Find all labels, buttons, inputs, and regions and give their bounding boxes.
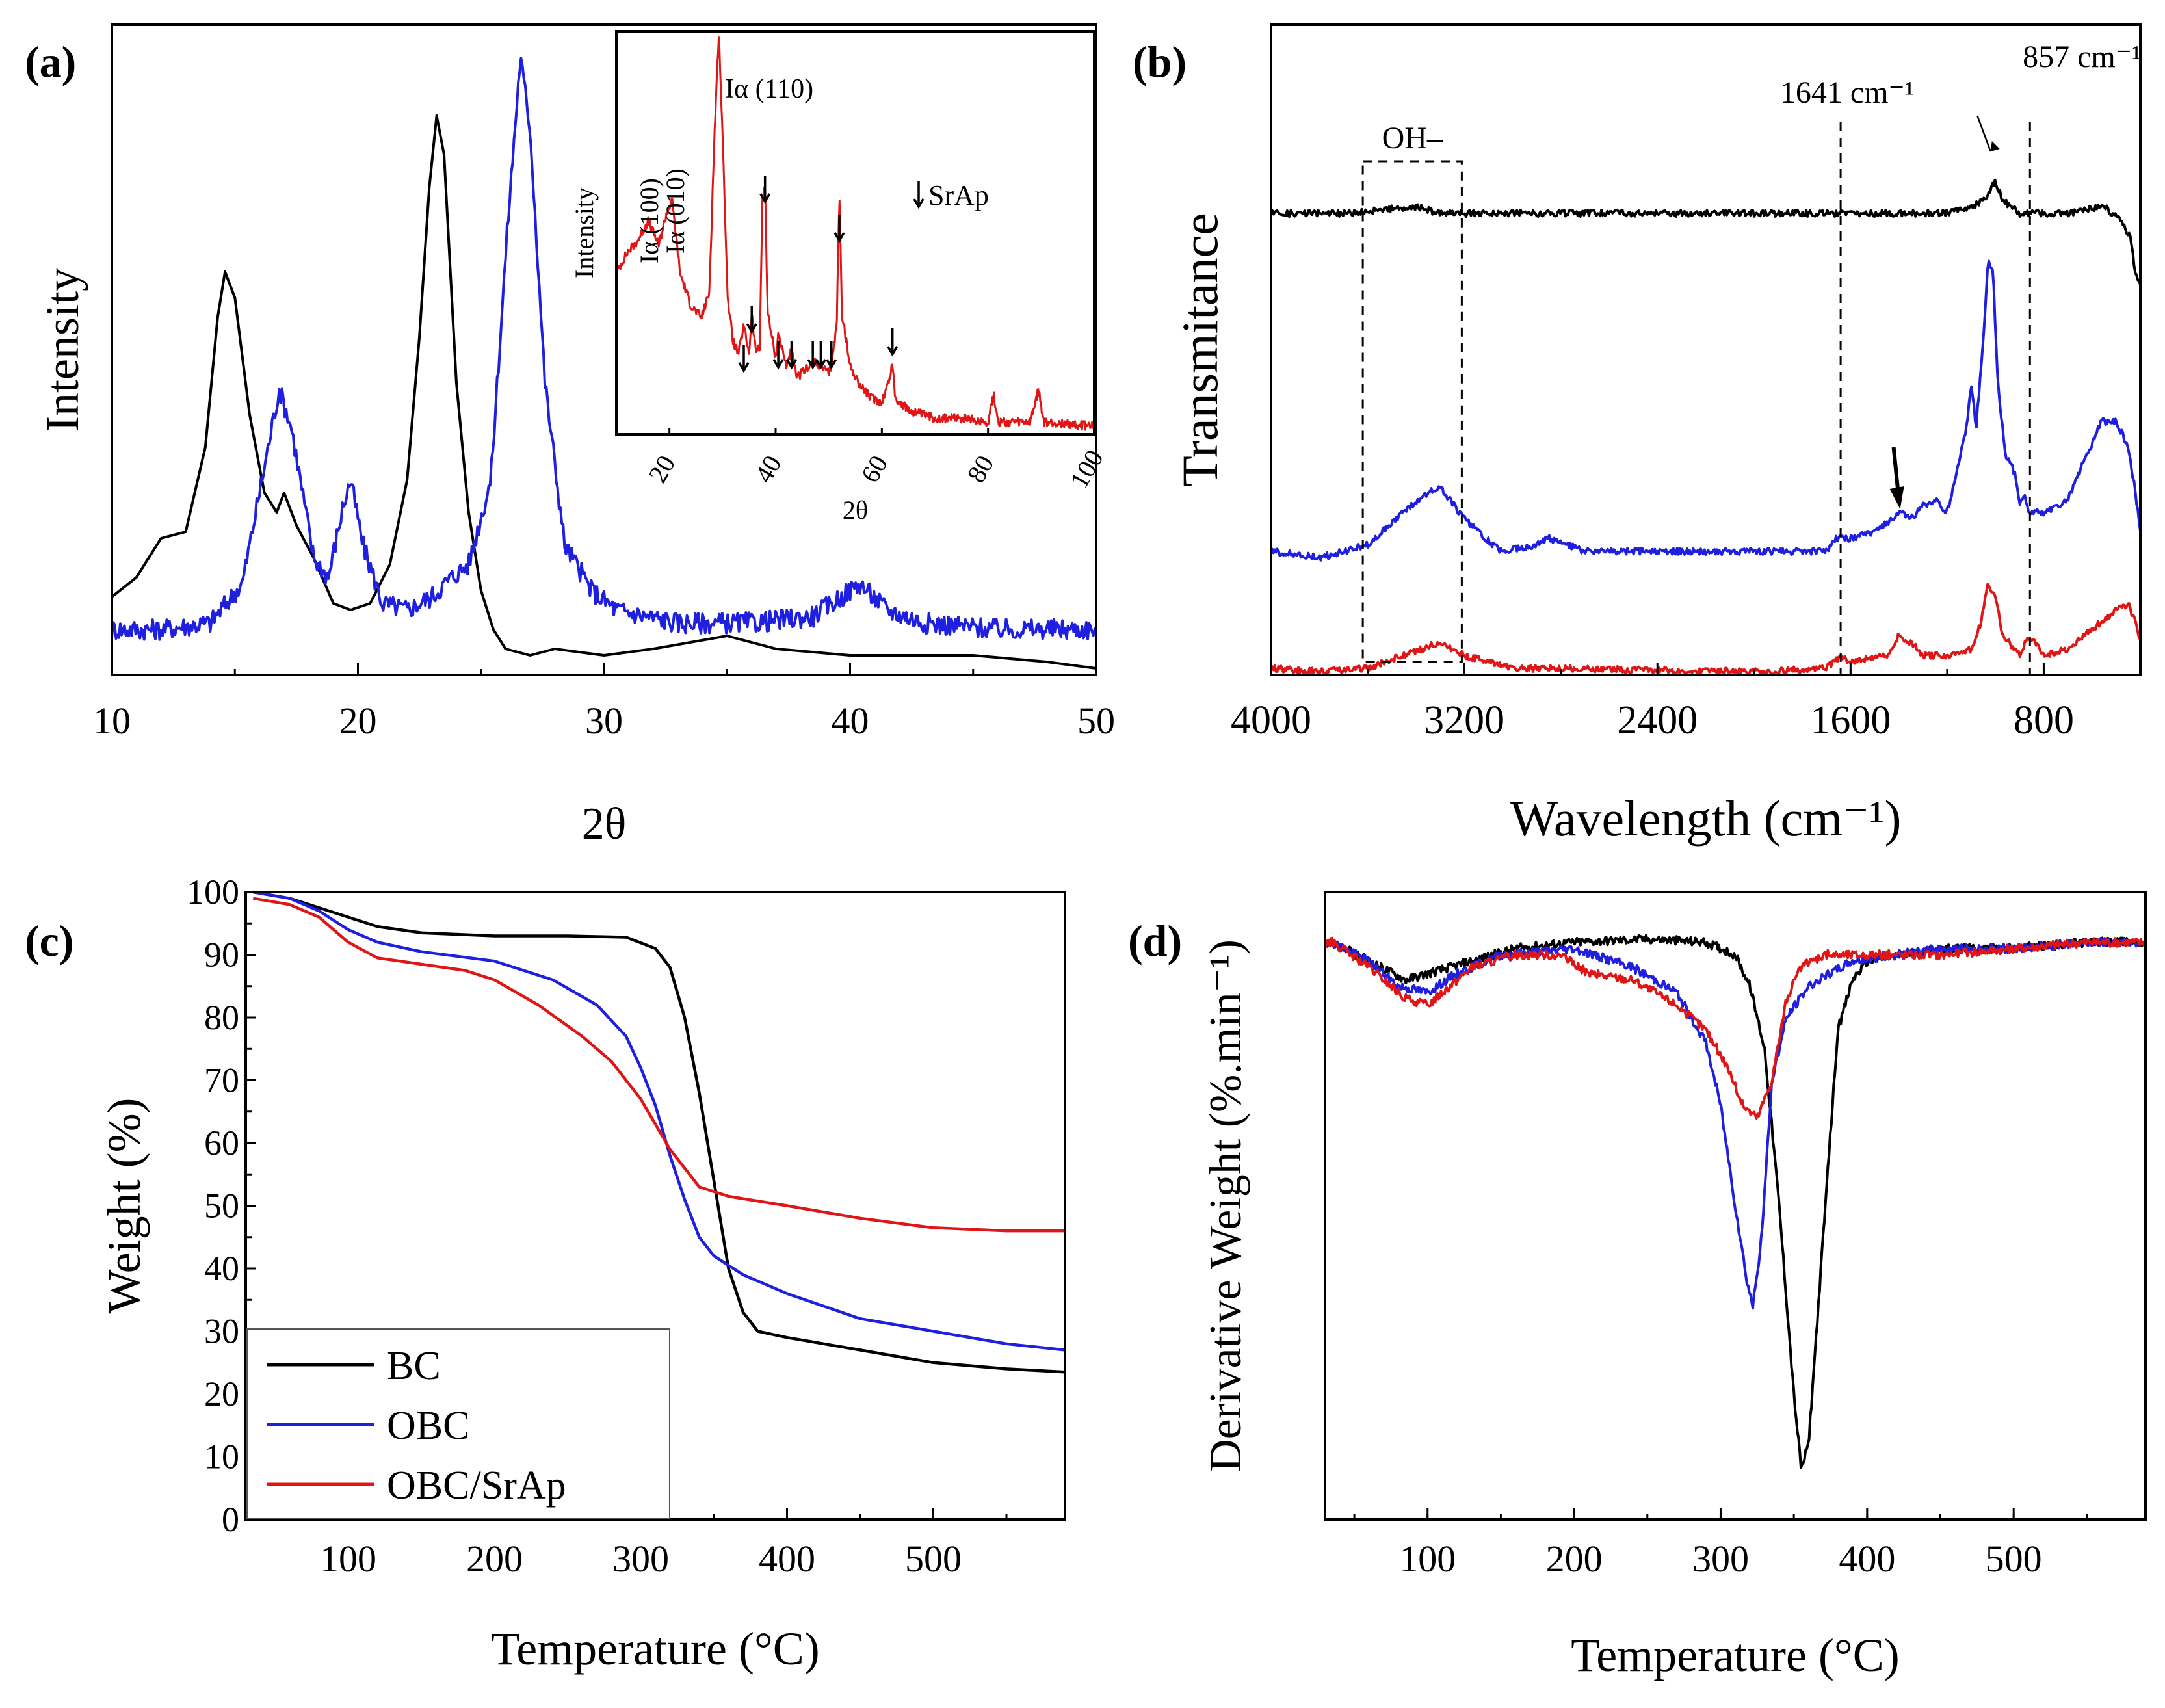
- srap-arrow-marker: [833, 215, 845, 243]
- chart-panel-b: 4000 3200 2400 1600 800 Wavelength (cm⁻¹) Tran…: [1172, 23, 2142, 847]
- x-tick-label: 40: [749, 451, 787, 488]
- x-tick-label: 300: [1692, 1538, 1749, 1580]
- annotation-857: 857 cm⁻¹: [2023, 40, 2141, 74]
- srap-arrow-marker: [887, 328, 899, 357]
- x-tick-label: 50: [1077, 700, 1115, 742]
- series-line-obc: [1324, 936, 2147, 1310]
- srap-arrow-marker: [772, 341, 784, 370]
- chart-panel-d: 100 200 300 400 500 Temperature (°C) Derivativ…: [1201, 891, 2147, 1681]
- srap-arrow-marker: [738, 345, 750, 373]
- x-tick-label: 400: [759, 1538, 815, 1580]
- peak-label-ia-010: Iα (010): [661, 168, 690, 254]
- srap-arrow-marker: [815, 341, 826, 370]
- plot-b-frame: [1270, 23, 2142, 676]
- x-tick-label: 300: [612, 1538, 669, 1580]
- series-line-obc-srap: [615, 36, 1096, 431]
- x-axis-label: Temperature (°C): [1571, 1629, 1900, 1681]
- y-axis-label: Intensity: [570, 187, 599, 278]
- srap-arrow-marker: [746, 306, 757, 334]
- x-tick-label: 30: [585, 700, 623, 742]
- srap-arrow-marker: [807, 341, 819, 370]
- x-tick-label: 100: [320, 1538, 376, 1580]
- inset-background: [616, 31, 1094, 434]
- x-tick-label: 10: [93, 700, 131, 742]
- y-tick-label: 100: [187, 873, 239, 912]
- series-line-obc-srap: [1270, 583, 2142, 676]
- series-line-obc: [1270, 259, 2142, 562]
- chart-panel-c: 100 200 300 400 500 0 10 20 30 40 50 60 70 80 90 100 Tem…: [98, 873, 1066, 1675]
- x-tick-label: 200: [1546, 1538, 1603, 1580]
- series-line-bc: [111, 114, 1097, 670]
- panel-a-label: (a): [25, 37, 76, 86]
- y-tick-label: 0: [222, 1500, 239, 1539]
- x-tick-label: 2400: [1617, 698, 1698, 742]
- series-line-bc: [252, 890, 1066, 1374]
- y-axis-label: Derivative Weight (%.min⁻¹): [1201, 939, 1251, 1472]
- legend-label: BC: [387, 1344, 441, 1388]
- y-axis-label: Weight (%): [98, 1097, 150, 1313]
- x-axis-label: Wavelength (cm⁻¹): [1510, 790, 1902, 847]
- oh-region-box: [1361, 160, 1463, 663]
- series-line-obc-srap: [252, 897, 1065, 1233]
- x-tick-label: 20: [642, 451, 681, 488]
- y-axis-label: Transmitance: [1172, 213, 1228, 487]
- y-tick-label: 50: [204, 1187, 239, 1226]
- x-tick-label: 20: [339, 700, 377, 742]
- bold-arrowhead: [1889, 486, 1904, 509]
- x-tick-label: 500: [905, 1538, 962, 1580]
- y-tick-label: 70: [204, 1061, 239, 1100]
- y-axis-label: Intensity: [36, 268, 88, 432]
- peak-label-ia-100: Iα (100): [635, 178, 664, 263]
- x-tick-label: 500: [1986, 1538, 2042, 1580]
- series-line-bc: [1270, 178, 2142, 286]
- peak-label-ia-110: Iα (110): [725, 74, 813, 104]
- y-tick-label: 20: [204, 1374, 239, 1413]
- chart-panel-a: 10 20 30 40 50 2θ Intensity: [36, 23, 1115, 849]
- x-axis-label: 2θ: [582, 799, 627, 849]
- annotation-1641: 1641 cm⁻¹: [1780, 75, 1914, 110]
- srap-legend-arrow-icon: [913, 181, 925, 209]
- y-tick-label: 30: [204, 1312, 239, 1351]
- x-tick-label: 4000: [1231, 698, 1311, 742]
- x-tick-label: 80: [961, 451, 999, 488]
- series-line-obc: [252, 890, 1066, 1352]
- srap-arrow-marker: [826, 341, 837, 370]
- panel-b-label: (b): [1133, 37, 1187, 86]
- y-tick-label: 80: [204, 998, 239, 1037]
- x-tick-label: 200: [466, 1538, 523, 1580]
- x-tick-label: 100: [1064, 445, 1109, 493]
- x-tick-label: 100: [1399, 1538, 1456, 1580]
- oh-annotation: OH–: [1382, 121, 1443, 155]
- x-tick-label: 1600: [1810, 698, 1891, 742]
- panel-c-label: (c): [25, 916, 73, 966]
- legend-label: OBC: [387, 1404, 469, 1448]
- y-tick-label: 40: [204, 1249, 239, 1288]
- x-axis-label: Temperature (°C): [491, 1623, 820, 1675]
- legend-label: OBC/SrAp: [387, 1464, 566, 1508]
- x-axis-label: 2θ: [843, 495, 868, 525]
- x-tick-label: 60: [855, 451, 893, 488]
- y-tick-label: 90: [204, 936, 239, 975]
- plot-a_inset-frame: [615, 30, 1096, 436]
- y-tick-label: 60: [204, 1123, 239, 1163]
- y-tick-label: 10: [204, 1438, 239, 1477]
- plot-d-frame: [1324, 891, 2147, 1521]
- chart-panel-a-inset: 20 40 60 80 100 2θ Intensity Iα (100)Iα (010) Iα…: [570, 30, 1109, 525]
- x-tick-label: 3200: [1424, 698, 1504, 742]
- x-tick-label: 800: [2014, 698, 2074, 742]
- srap-legend-label: SrAp: [928, 179, 989, 211]
- srap-arrow-marker: [759, 176, 771, 204]
- panel-d-label: (d): [1128, 916, 1182, 966]
- srap-arrow-marker: [785, 341, 798, 370]
- series-line-obc: [111, 57, 1097, 641]
- annotation-arrowhead: [1990, 141, 2000, 151]
- annotation-arrow: [1976, 115, 1991, 152]
- x-tick-label: 40: [832, 700, 869, 742]
- x-tick-label: 400: [1839, 1538, 1895, 1580]
- series-line-obc-srap: [1324, 936, 2147, 1120]
